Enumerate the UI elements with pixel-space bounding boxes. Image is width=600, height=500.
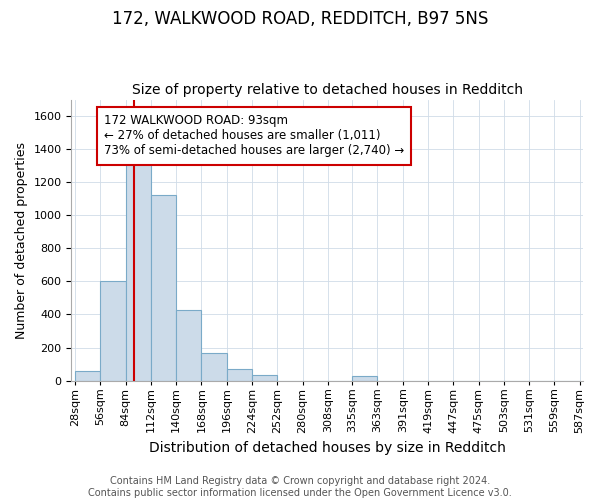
- Text: Contains HM Land Registry data © Crown copyright and database right 2024.
Contai: Contains HM Land Registry data © Crown c…: [88, 476, 512, 498]
- Text: 172, WALKWOOD ROAD, REDDITCH, B97 5NS: 172, WALKWOOD ROAD, REDDITCH, B97 5NS: [112, 10, 488, 28]
- X-axis label: Distribution of detached houses by size in Redditch: Distribution of detached houses by size …: [149, 441, 506, 455]
- Bar: [125, 159, 151, 380]
- Bar: [252, 375, 277, 380]
- Title: Size of property relative to detached houses in Redditch: Size of property relative to detached ho…: [132, 83, 523, 97]
- Bar: [75, 370, 100, 380]
- Bar: [352, 376, 377, 380]
- Bar: [176, 310, 202, 380]
- Bar: [202, 354, 227, 380]
- Text: 172 WALKWOOD ROAD: 93sqm
← 27% of detached houses are smaller (1,011)
73% of sem: 172 WALKWOOD ROAD: 93sqm ← 27% of detach…: [104, 114, 404, 158]
- Y-axis label: Number of detached properties: Number of detached properties: [15, 142, 28, 338]
- Bar: [227, 369, 252, 380]
- Bar: [100, 282, 125, 380]
- Bar: [151, 196, 176, 380]
